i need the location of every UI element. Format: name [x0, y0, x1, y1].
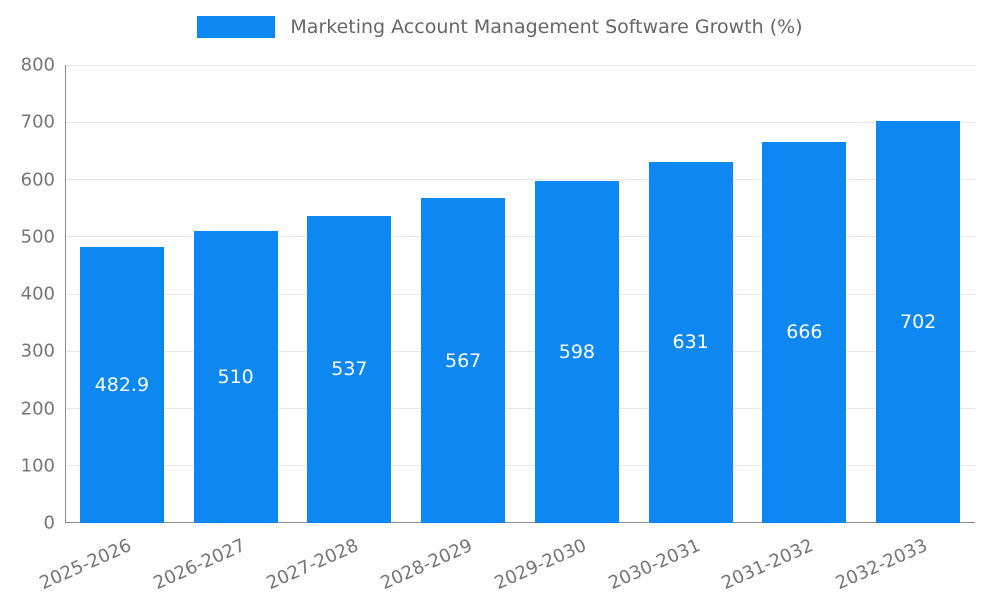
gridline [65, 64, 975, 66]
x-tick-label-text: 2032-2033 [832, 535, 931, 595]
gridline [65, 408, 975, 409]
bar-value-label: 482.9 [94, 373, 150, 396]
x-axis-line [65, 522, 975, 523]
gridline [65, 179, 975, 180]
bar-2026-2027 [193, 231, 278, 523]
chart-legend: Marketing Account Management Software Gr… [0, 16, 1000, 38]
bar-2029-2030 [534, 180, 619, 523]
bar-value-label: 598 [558, 340, 596, 363]
gridline [65, 236, 975, 238]
bar-2031-2032 [762, 141, 847, 523]
x-tick-label-text: 2029-2030 [491, 535, 590, 595]
y-axis-line [65, 65, 66, 523]
y-tick-label: 500 [20, 226, 55, 248]
y-tick-label: 400 [20, 283, 55, 305]
y-tick-label: 100 [20, 455, 55, 477]
bar-value-label: 666 [786, 321, 823, 344]
x-tick-label-text: 2030-2031 [604, 535, 704, 595]
bar-2030-2031 [648, 161, 733, 523]
gridline [65, 465, 975, 467]
plot-area: 482.9 510 537 567 598 631 666 702 [65, 64, 975, 523]
bar-2025-2026 [79, 246, 164, 523]
x-tick-label-text: 2026-2027 [149, 535, 249, 595]
x-tick-label-text: 2031-2032 [718, 535, 817, 595]
gridline [65, 121, 975, 123]
y-tick-label: 200 [20, 398, 55, 419]
bar-2028-2029 [421, 198, 506, 523]
bar-value-label: 631 [672, 331, 709, 354]
bar-value-label: 537 [331, 358, 368, 381]
bar-value-label: 510 [217, 366, 254, 388]
x-tick-label-text: 2027-2028 [263, 535, 362, 595]
y-tick-label: 700 [20, 111, 55, 133]
chart-title: Marketing Account Management Software Gr… [290, 16, 803, 38]
bar-2027-2028 [307, 215, 392, 523]
x-tick-label-text: 2028-2029 [377, 535, 476, 595]
y-tick-label: 0 [43, 512, 55, 534]
y-tick-label: 300 [20, 340, 55, 362]
legend-swatch [197, 16, 276, 38]
y-tick-label: 600 [20, 169, 55, 190]
gridline [65, 293, 975, 295]
y-tick-label: 800 [20, 54, 55, 76]
bar-value-label: 567 [444, 349, 482, 372]
bar-2032-2033 [876, 121, 961, 523]
x-tick-label-text: 2025-2026 [36, 535, 135, 595]
bar-value-label: 702 [899, 311, 937, 334]
gridline [65, 350, 975, 352]
